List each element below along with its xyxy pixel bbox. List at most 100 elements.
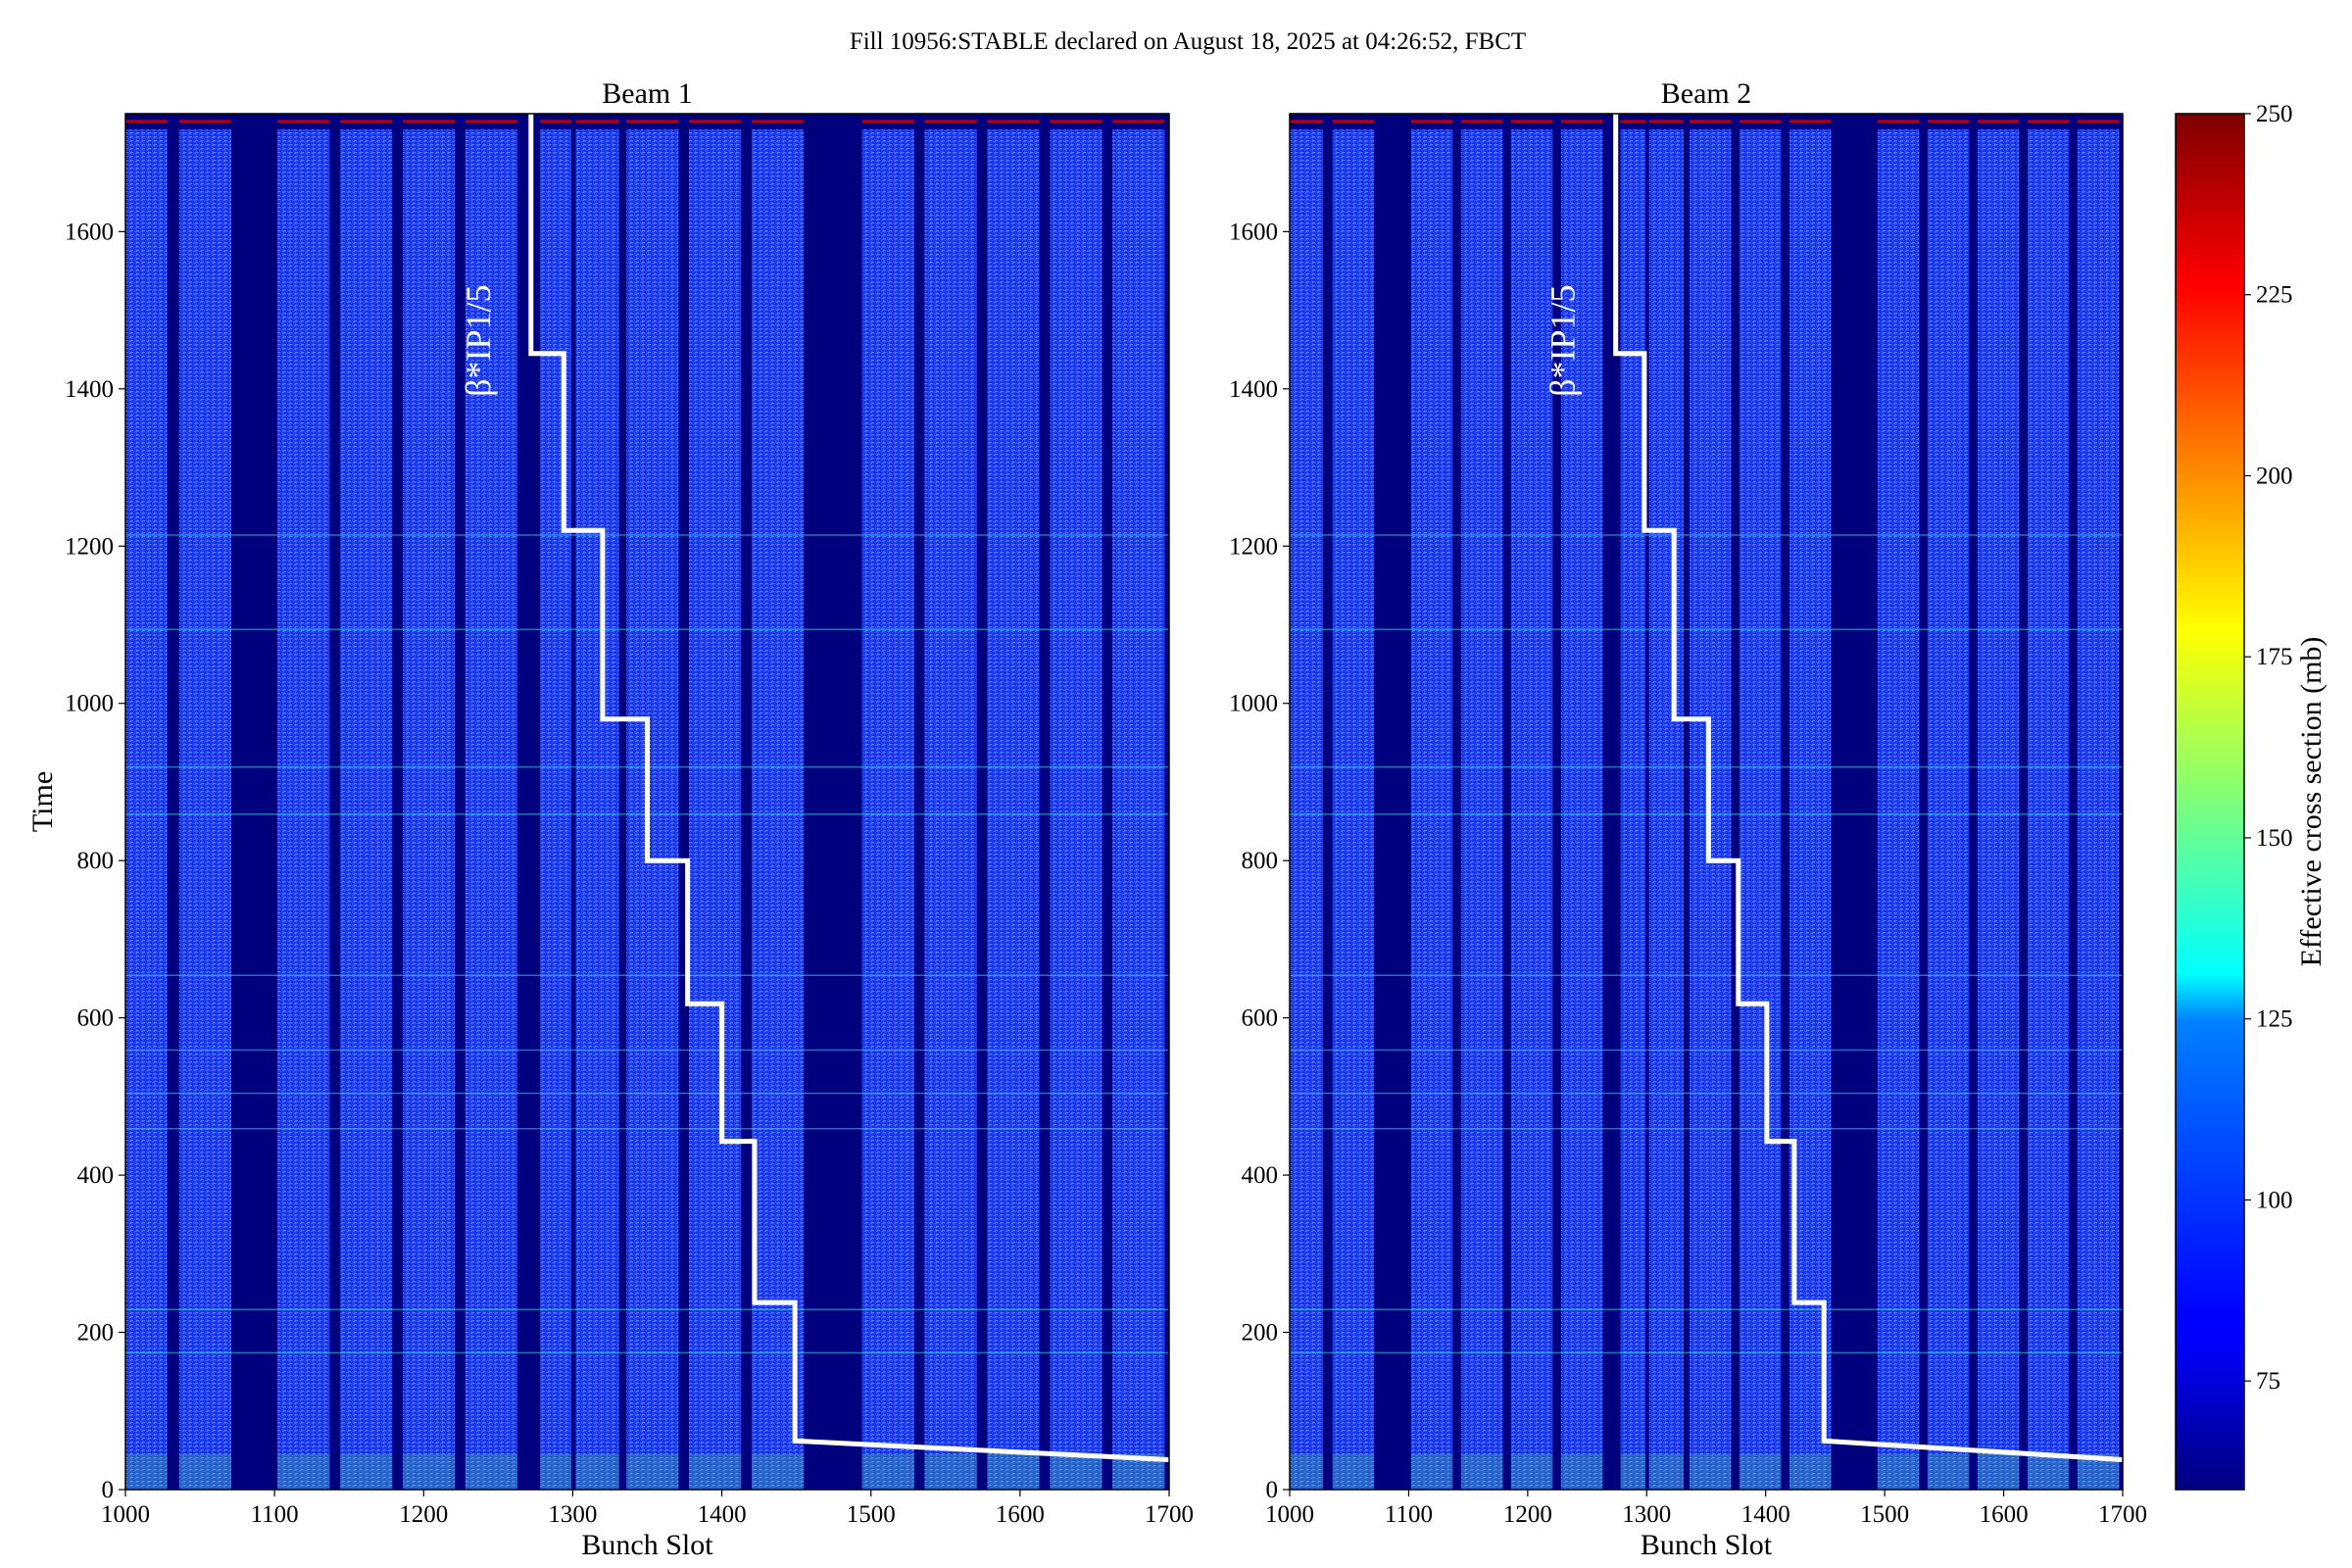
x-axis-label: Bunch Slot — [581, 1529, 713, 1561]
y-tick-label: 1600 — [65, 219, 114, 245]
heatmap-panel-2: β*IP1/5 1000 1100 1200 1300 1400 1500 1600 1700 0… — [1229, 77, 2147, 1561]
y-tick-label: 600 — [77, 1005, 115, 1032]
bunch-train-column — [1410, 129, 1453, 1491]
bunch-train-column — [924, 129, 977, 1491]
colorbar-tick-label: 75 — [2256, 1368, 2280, 1395]
time-streak — [125, 1351, 1169, 1354]
bunch-train-top-marker — [861, 120, 914, 123]
x-tick-label: 1000 — [101, 1501, 150, 1528]
bunch-train-top-marker — [1290, 120, 1323, 123]
bunch-train-early-band — [752, 1453, 805, 1490]
bunch-train-column — [1290, 129, 1323, 1491]
y-tick-label: 600 — [1242, 1005, 1279, 1032]
colorbar-tick-label: 200 — [2256, 463, 2293, 489]
bunch-train-column — [575, 129, 619, 1491]
bunch-train-column — [1112, 129, 1165, 1491]
colorbar: 75 100 125 150 175 200 225 250 Effective cross … — [2175, 101, 2328, 1491]
bunch-train-early-band — [1620, 1453, 1646, 1490]
bunch-train-top-marker — [987, 120, 1040, 123]
bunch-train-column — [340, 129, 393, 1491]
beta-star-line — [1613, 114, 2124, 1462]
bunch-train-top-marker — [2077, 120, 2120, 123]
colorbar-tick-label: 125 — [2256, 1006, 2293, 1033]
bunch-train-top-marker — [1050, 120, 1102, 123]
x-tick-label: 1200 — [399, 1501, 448, 1528]
colorbar-tick-label: 175 — [2256, 644, 2293, 670]
y-tick-label: 800 — [1242, 848, 1279, 874]
y-tick-label: 1400 — [1229, 376, 1278, 403]
bunch-train-column — [539, 129, 571, 1491]
x-tick-label: 1600 — [996, 1501, 1045, 1528]
bunch-train-top-marker — [402, 120, 456, 123]
y-tick-label: 400 — [1242, 1162, 1279, 1189]
bunch-train-column — [2027, 129, 2070, 1491]
x-tick-label: 1400 — [698, 1501, 747, 1528]
bunch-train-top-marker — [1877, 120, 1920, 123]
bunch-train-early-band — [465, 1453, 518, 1490]
bunch-train-column — [1877, 129, 1920, 1491]
bunch-train-early-band — [1332, 1453, 1375, 1490]
x-tick-label: 1300 — [1622, 1501, 1671, 1528]
bunch-train-early-band — [1927, 1453, 1970, 1490]
bunch-train-top-marker — [1620, 120, 1646, 123]
bunch-train-early-band — [861, 1453, 914, 1490]
bunch-train-top-marker — [1648, 120, 1684, 123]
beta-star-annotation: β*IP1/5 — [1544, 284, 1583, 396]
bunch-train-top-marker — [1560, 120, 1603, 123]
bunch-train-column — [626, 129, 679, 1491]
bunch-train-top-marker — [2027, 120, 2070, 123]
bunch-train-top-marker — [1460, 120, 1503, 123]
bunch-train-column — [1977, 129, 2020, 1491]
x-tick-label: 1700 — [1145, 1501, 1194, 1528]
y-tick-label: 0 — [1266, 1477, 1279, 1503]
colorbar-frame — [2175, 113, 2245, 1491]
bunch-train-column — [1560, 129, 1603, 1491]
bunch-train-early-band — [539, 1453, 571, 1490]
bunch-train-early-band — [987, 1453, 1040, 1490]
bunch-train-early-band — [1690, 1453, 1732, 1490]
x-tick-label: 1700 — [2098, 1501, 2147, 1528]
y-axis-label: Time — [26, 771, 59, 832]
bunch-train-column — [987, 129, 1040, 1491]
x-tick-label: 1500 — [1860, 1501, 1909, 1528]
bunch-train-early-band — [2027, 1453, 2070, 1490]
bunch-train-early-band — [689, 1453, 742, 1490]
y-tick-label: 1400 — [65, 376, 114, 403]
y-tick-label: 1600 — [1229, 219, 1278, 245]
bunch-train-column — [1740, 129, 1782, 1491]
bunch-train-top-marker — [340, 120, 393, 123]
beta-star-line — [528, 114, 1170, 1462]
time-streak — [125, 1049, 1169, 1052]
bunch-train-column — [1620, 129, 1646, 1491]
bunch-train-top-marker — [178, 120, 232, 123]
bunch-train-top-marker — [1112, 120, 1165, 123]
bunch-train-top-marker — [1927, 120, 1970, 123]
x-tick-label: 1200 — [1503, 1501, 1552, 1528]
bunch-train-column — [689, 129, 742, 1491]
bunch-train-top-marker — [1977, 120, 2020, 123]
y-tick-label: 200 — [1242, 1320, 1279, 1347]
bunch-train-top-marker — [1332, 120, 1375, 123]
chart-panels: β*IP1/5 1000 1100 1200 1300 1400 1500 1600 1700 0… — [26, 77, 2147, 1561]
figure-suptitle: Fill 10956:STABLE declared on August 18,… — [850, 28, 1526, 55]
bunch-train-early-band — [125, 1453, 168, 1490]
x-tick-label: 1400 — [1741, 1501, 1790, 1528]
y-tick-label: 1200 — [1229, 533, 1278, 560]
bunch-train-top-marker — [1410, 120, 1453, 123]
bunch-train-early-band — [1560, 1453, 1603, 1490]
heatmap-panel-1: β*IP1/5 1000 1100 1200 1300 1400 1500 1600 1700 0… — [26, 77, 1194, 1561]
time-streak — [1290, 1092, 2123, 1095]
bunch-train-early-band — [340, 1453, 393, 1490]
y-tick-label: 1000 — [65, 691, 114, 717]
bunch-train-top-marker — [277, 120, 330, 123]
time-streak — [125, 1308, 1169, 1310]
bunch-train-top-marker — [752, 120, 805, 123]
bunch-train-early-band — [1877, 1453, 1920, 1490]
bunch-train-column — [125, 129, 168, 1491]
y-tick-label: 400 — [77, 1162, 115, 1189]
time-streak — [1290, 1308, 2123, 1310]
bunch-train-early-band — [277, 1453, 330, 1490]
bunch-train-early-band — [1290, 1453, 1323, 1490]
bunch-train-top-marker — [626, 120, 679, 123]
bunch-train-top-marker — [465, 120, 518, 123]
